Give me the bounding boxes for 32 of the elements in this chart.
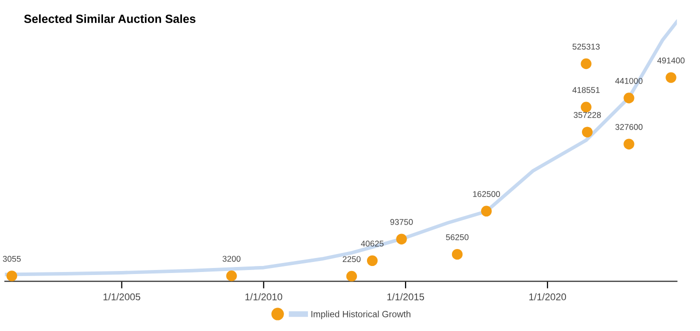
point <box>346 270 357 282</box>
point <box>666 72 676 83</box>
point <box>366 255 378 266</box>
x-tick-label: 1/1/2015 <box>387 293 424 300</box>
point <box>452 248 463 260</box>
point <box>6 270 18 282</box>
x-tick-label: 1/1/2010 <box>245 293 282 300</box>
point <box>226 270 237 282</box>
data-label: 418551 <box>572 87 600 93</box>
point <box>481 206 492 217</box>
point <box>396 234 407 244</box>
data-label: 3055 <box>2 256 21 262</box>
data-label: 162500 <box>473 191 500 198</box>
x-tick-label: 1/1/2005 <box>104 293 140 300</box>
data-label: 40625 <box>360 240 384 247</box>
data-label: 2250 <box>342 256 361 262</box>
point <box>582 126 593 138</box>
data-label: 327600 <box>615 124 643 130</box>
data-label: 491400 <box>657 57 685 64</box>
data-label: 357228 <box>574 112 601 118</box>
point <box>624 138 634 150</box>
data-label: 441000 <box>615 78 643 84</box>
chart-title: Selected Similar Auction Sales <box>24 14 196 24</box>
point <box>580 58 592 70</box>
legend-label: Implied Historical Growth <box>311 310 410 320</box>
data-label: 56250 <box>446 234 469 240</box>
data-label: 3200 <box>222 256 240 262</box>
point <box>624 92 634 104</box>
data-label: 525313 <box>572 44 600 50</box>
x-tick-label: 1/1/2020 <box>529 293 566 300</box>
point <box>580 102 592 112</box>
data-label: 93750 <box>390 219 413 225</box>
